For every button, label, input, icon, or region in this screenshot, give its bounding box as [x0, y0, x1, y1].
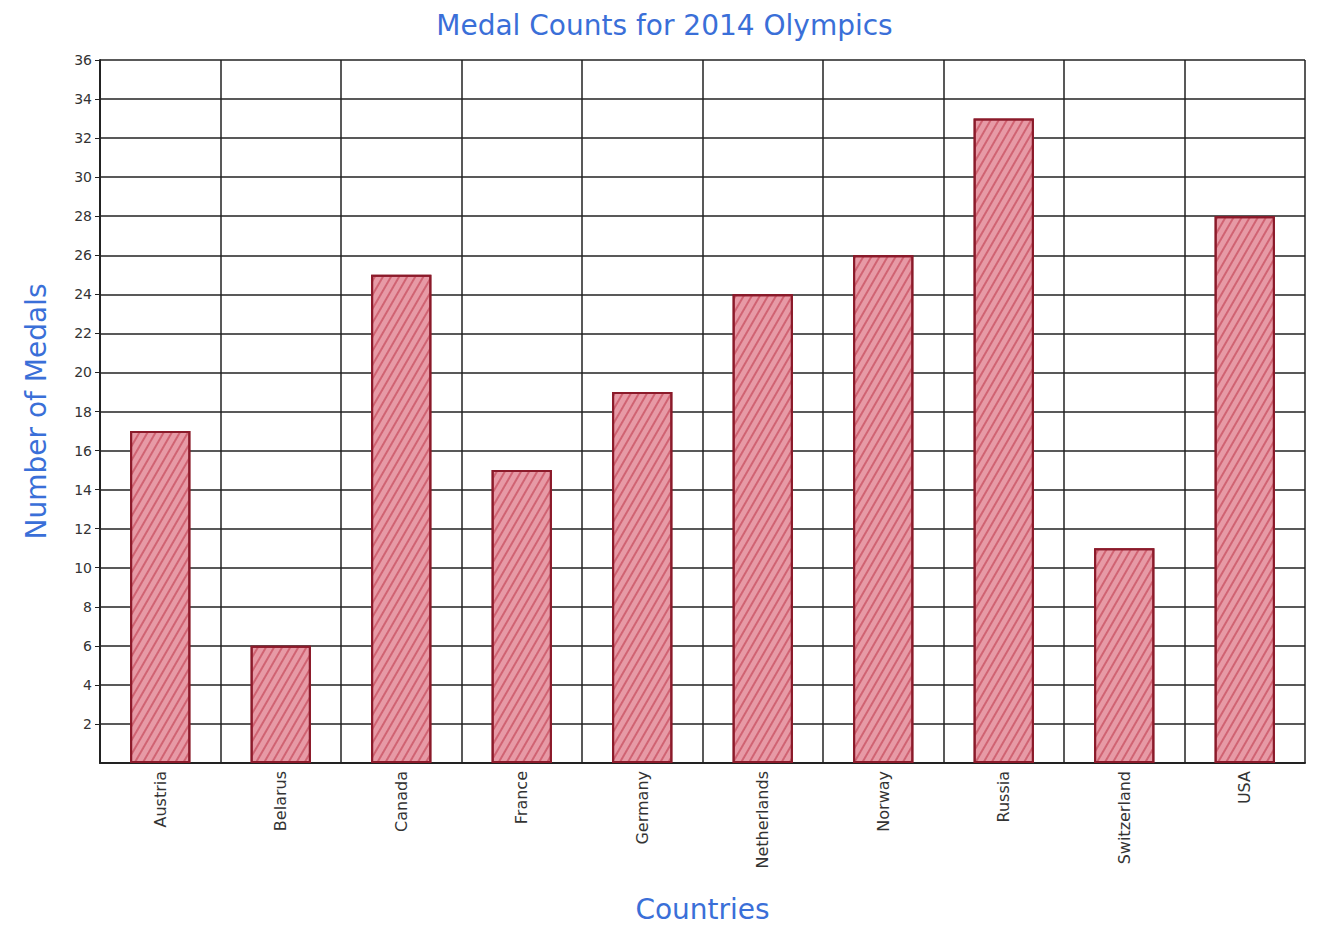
svg-text:Austria: Austria — [151, 771, 170, 828]
svg-text:20: 20 — [74, 364, 92, 380]
svg-text:32: 32 — [74, 130, 92, 146]
svg-text:Canada: Canada — [392, 771, 411, 832]
svg-text:26: 26 — [74, 247, 92, 263]
svg-text:28: 28 — [74, 208, 92, 224]
svg-text:36: 36 — [74, 52, 92, 68]
svg-text:Norway: Norway — [874, 771, 893, 832]
svg-text:8: 8 — [83, 599, 92, 615]
svg-text:Medal Counts for 2014 Olympics: Medal Counts for 2014 Olympics — [436, 9, 892, 42]
svg-text:18: 18 — [74, 404, 92, 420]
svg-text:34: 34 — [74, 91, 92, 107]
svg-text:Countries: Countries — [635, 893, 769, 926]
svg-text:24: 24 — [74, 286, 92, 302]
svg-text:10: 10 — [74, 560, 92, 576]
svg-text:14: 14 — [74, 482, 92, 498]
svg-text:22: 22 — [74, 325, 92, 341]
svg-text:Germany: Germany — [633, 771, 652, 845]
svg-text:2: 2 — [83, 716, 92, 732]
svg-text:Russia: Russia — [994, 771, 1013, 822]
svg-text:4: 4 — [83, 677, 92, 693]
svg-text:Netherlands: Netherlands — [753, 771, 772, 869]
svg-text:16: 16 — [74, 443, 92, 459]
svg-text:6: 6 — [83, 638, 92, 654]
svg-text:Number of Medals: Number of Medals — [20, 284, 53, 540]
svg-text:France: France — [512, 771, 531, 824]
svg-text:12: 12 — [74, 521, 92, 537]
svg-text:30: 30 — [74, 169, 92, 185]
svg-text:Switzerland: Switzerland — [1115, 771, 1134, 864]
svg-text:USA: USA — [1235, 771, 1254, 804]
svg-text:Belarus: Belarus — [271, 771, 290, 831]
